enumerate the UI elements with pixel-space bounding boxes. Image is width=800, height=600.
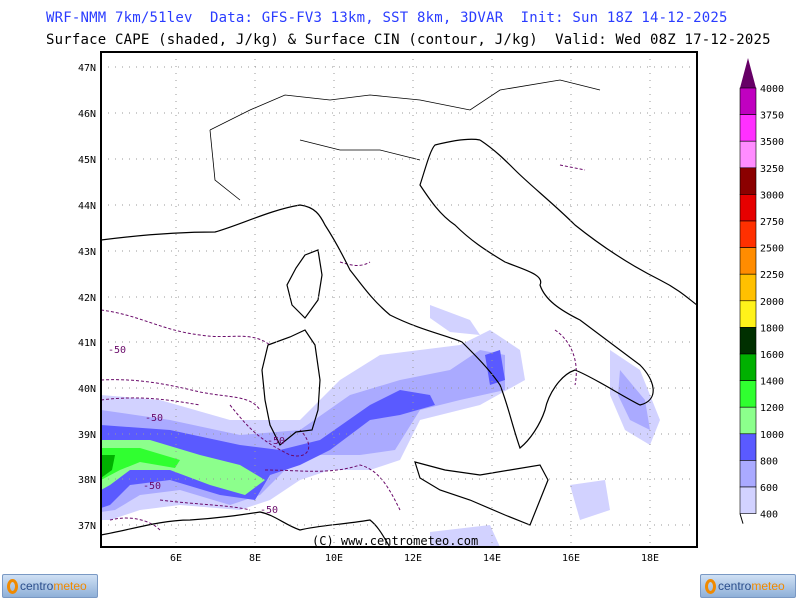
logo-text-accent: meteo — [53, 579, 87, 593]
colorbar: 4000 3750 3500 3250 3000 2750 2500 2250 2000 1800… — [739, 58, 784, 524]
colorbar-swatch — [739, 220, 757, 248]
colorbar-level-label: 1600 — [760, 350, 784, 361]
colorbar-level-label: 3750 — [760, 111, 784, 122]
colorbar-swatch — [739, 87, 757, 115]
lat-label: 45N — [78, 155, 96, 166]
cape-800-east — [618, 370, 650, 430]
lat-label: 41N — [78, 338, 96, 349]
logo-ring-icon — [705, 578, 716, 594]
lon-label: 16E — [562, 553, 580, 564]
lon-labels: 6E 8E 10E 12E 14E 16E 18E — [170, 553, 659, 564]
cin-label: -50 — [143, 481, 161, 492]
colorbar-swatch — [739, 167, 757, 195]
cin-label: -50 — [267, 436, 285, 447]
colorbar-swatch — [739, 273, 757, 302]
colorbar-level-label: 1000 — [760, 430, 784, 441]
cin-label: -50 — [145, 413, 163, 424]
lat-label: 37N — [78, 521, 96, 532]
lat-label: 38N — [78, 475, 96, 486]
lat-label: 43N — [78, 247, 96, 258]
lon-label: 6E — [170, 553, 182, 564]
colorbar-level-label: 2000 — [760, 297, 784, 308]
lon-label: 18E — [641, 553, 659, 564]
colorbar-swatch — [739, 114, 757, 142]
coastlines — [101, 79, 697, 547]
colorbar-swatch — [739, 247, 757, 275]
lat-label: 46N — [78, 109, 96, 120]
lon-label: 8E — [249, 553, 261, 564]
colorbar-swatch — [739, 353, 757, 381]
colorbar-swatch — [739, 460, 757, 488]
colorbar-swatch — [739, 300, 757, 328]
colorbar-level-label: 1400 — [760, 377, 784, 388]
cape-600-south — [430, 480, 610, 547]
centrometeo-logo-left[interactable]: centro meteo — [2, 574, 98, 598]
cape-1000 — [101, 390, 435, 508]
colorbar-level-label: 4000 — [760, 84, 784, 95]
colorbar-swatch — [739, 140, 757, 169]
cape-1600 — [101, 455, 115, 478]
logo-text: centro — [20, 579, 54, 593]
colorbar-swatch — [739, 406, 757, 435]
logo-text-accent: meteo — [751, 579, 785, 593]
colorbar-swatch — [739, 380, 757, 408]
lon-label: 12E — [404, 553, 422, 564]
colorbar-swatch — [739, 194, 757, 222]
colorbar-level-label: 1200 — [760, 403, 784, 414]
africa-coast — [101, 511, 391, 547]
colorbar-swatch — [739, 327, 757, 355]
title-model-info: WRF-NMM 7km/51lev Data: GFS-FV3 13km, SS… — [46, 10, 728, 26]
lat-label: 47N — [78, 63, 96, 74]
cape-1000-gulf — [485, 350, 505, 385]
colorbar-level-label: 3500 — [760, 137, 784, 148]
colorbar-level-label: 800 — [760, 456, 778, 467]
cape-1400 — [101, 448, 180, 480]
colorbar-level-label: 400 — [760, 510, 778, 521]
colorbar-level-label: 2250 — [760, 270, 784, 281]
map-frame — [100, 51, 698, 548]
logo-text: centro — [718, 579, 752, 593]
copyright: (C) www.centrometeo.com — [312, 534, 478, 548]
lat-labels: 47N 46N 45N 44N 43N 42N 41N 40N 39N 38N … — [78, 63, 96, 532]
cin-contours — [101, 164, 586, 531]
colorbar-level-label: 2750 — [760, 217, 784, 228]
cin-label: -50 — [260, 505, 278, 516]
colorbar-level-label: 1800 — [760, 323, 784, 334]
logo-ring-icon — [7, 578, 18, 594]
colorbar-swatch — [739, 433, 757, 461]
lon-label: 10E — [325, 553, 343, 564]
cape-600-gulf — [430, 305, 480, 335]
colorbar-level-label: 3000 — [760, 190, 784, 201]
sardinia — [261, 329, 321, 446]
colorbar-level-label: 3250 — [760, 164, 784, 175]
centrometeo-logo-right[interactable]: centro meteo — [700, 574, 796, 598]
border-lines — [209, 79, 601, 201]
cin-label: -50 — [108, 345, 126, 356]
lat-label: 42N — [78, 293, 96, 304]
sicily — [414, 461, 549, 526]
lon-label: 14E — [483, 553, 501, 564]
lat-label: 40N — [78, 384, 96, 395]
colorbar-swatch — [739, 486, 757, 514]
colorbar-bottom-tick — [739, 513, 744, 524]
corsica — [286, 249, 323, 319]
colorbar-top-arrow — [740, 58, 756, 88]
cape-shading — [101, 305, 660, 547]
lat-label: 39N — [78, 430, 96, 441]
colorbar-level-label: 600 — [760, 483, 778, 494]
lat-label: 44N — [78, 201, 96, 212]
colorbar-level-label: 2500 — [760, 244, 784, 255]
title-fields-valid: Surface CAPE (shaded, J/kg) & Surface CI… — [46, 32, 771, 48]
